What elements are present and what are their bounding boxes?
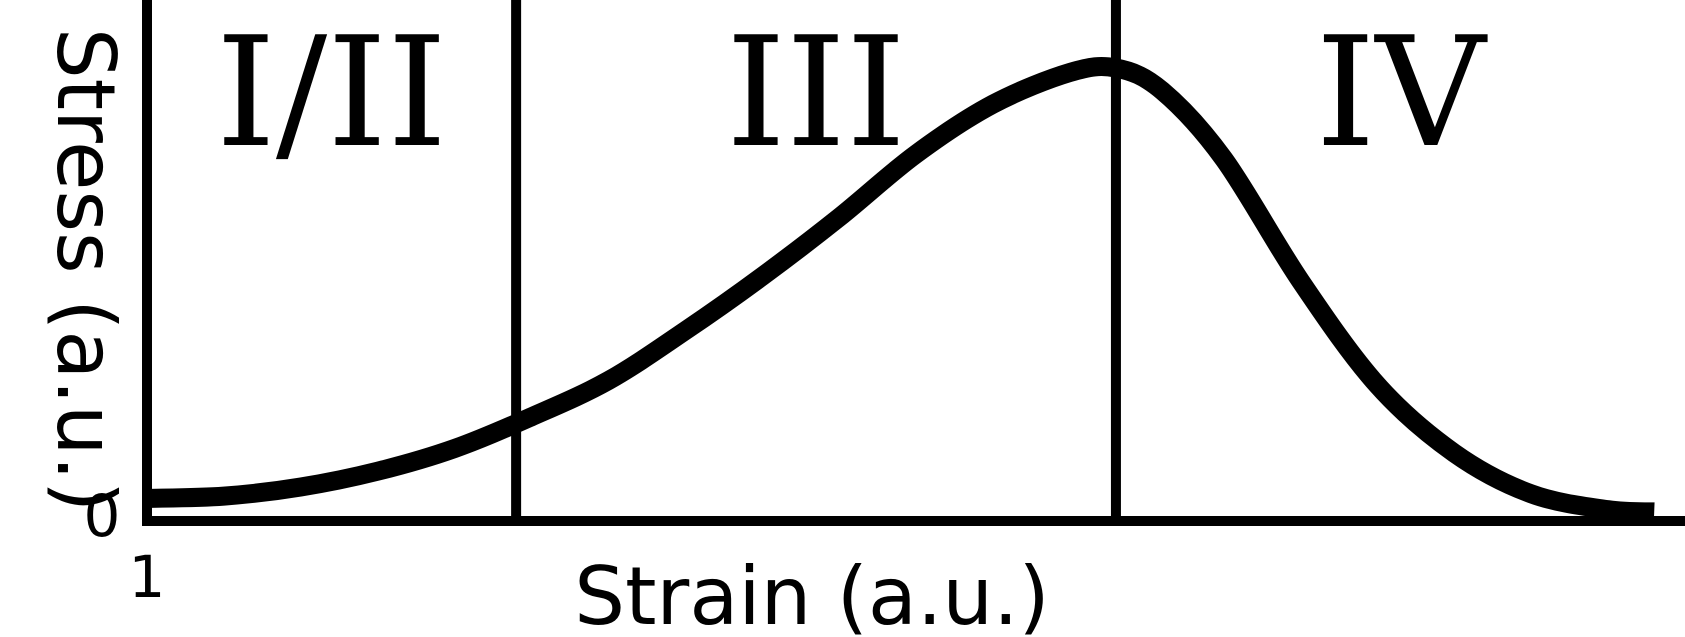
x-axis-label: Strain (a.u.) bbox=[574, 550, 1049, 637]
y-tick-label: 0 bbox=[84, 482, 121, 550]
region-boundaries bbox=[511, 0, 1121, 526]
region-labels: I/II III IV bbox=[216, 4, 1488, 181]
region-label: III bbox=[726, 4, 906, 181]
region-label: I/II bbox=[216, 4, 447, 181]
region-label: IV bbox=[1316, 4, 1488, 181]
stress-strain-curve bbox=[146, 57, 1655, 522]
x-tick-label: 1 bbox=[129, 543, 166, 611]
y-axis-label: Stress (a.u.) bbox=[39, 28, 132, 512]
